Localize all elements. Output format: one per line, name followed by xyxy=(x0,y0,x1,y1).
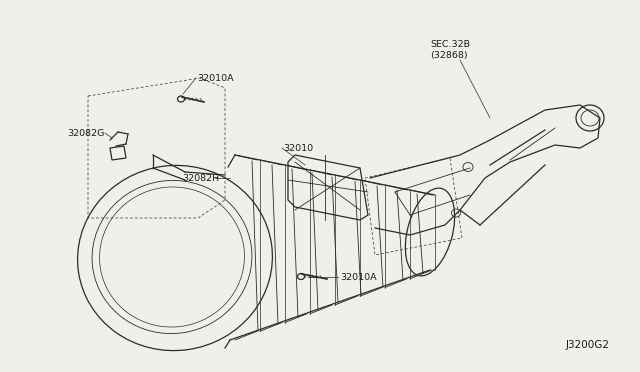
Text: 32010: 32010 xyxy=(283,144,313,153)
Text: 32010A: 32010A xyxy=(197,74,234,83)
Text: SEC.32B
(32868): SEC.32B (32868) xyxy=(430,40,470,60)
Text: 32082H: 32082H xyxy=(182,173,219,183)
Text: J3200G2: J3200G2 xyxy=(566,340,610,350)
Text: 32082G: 32082G xyxy=(67,128,104,138)
Text: 32010A: 32010A xyxy=(340,273,376,282)
